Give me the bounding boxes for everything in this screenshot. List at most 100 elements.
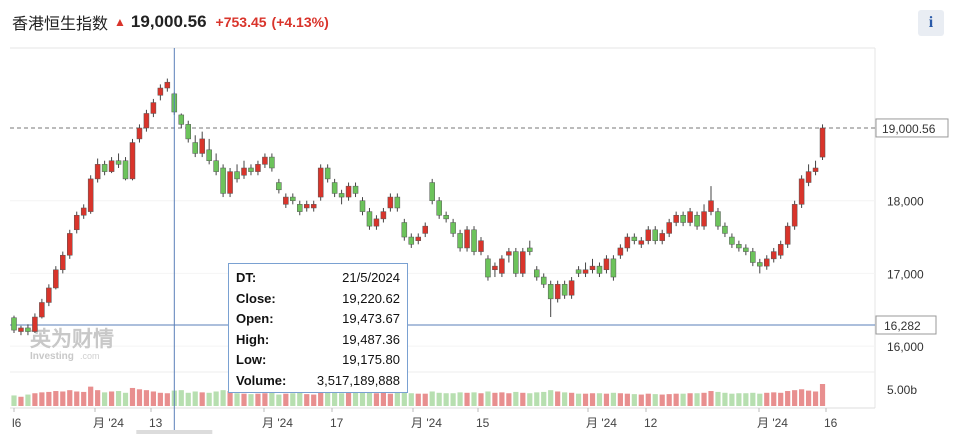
volume-bar — [380, 392, 387, 406]
last-price-label: 19,000.56 — [882, 122, 936, 136]
watermark-en: Investing — [30, 351, 74, 362]
candle-body — [422, 225, 428, 234]
candle-body — [303, 204, 310, 209]
x-tick-label: 月 '24 — [93, 416, 124, 430]
volume-bar — [680, 393, 686, 406]
x-tick-label: 月 '24 — [411, 416, 442, 430]
candle-body — [603, 258, 610, 271]
candle-body — [255, 164, 261, 172]
candle-body — [366, 211, 373, 227]
candle-body — [527, 247, 533, 252]
candle-body — [32, 316, 38, 332]
candle-body — [352, 185, 359, 194]
candle-body — [115, 160, 122, 165]
candle-body — [743, 247, 749, 252]
volume-bar — [290, 393, 296, 406]
volume-bar — [548, 390, 554, 406]
x-tick-label: 月 '24 — [262, 416, 293, 430]
candle-body — [750, 251, 756, 263]
candle-body — [67, 233, 73, 256]
x-tick-label: 12 — [644, 416, 658, 430]
volume-bar — [729, 393, 735, 406]
volume-bar — [227, 391, 233, 406]
volume-bar — [617, 393, 623, 406]
volume-bar — [387, 393, 393, 406]
candle-body — [666, 222, 672, 234]
candle-body — [582, 269, 589, 274]
candle-body — [554, 284, 561, 300]
candle-body — [757, 262, 763, 267]
y-tick-label: 16,000 — [887, 340, 924, 354]
candle-body — [624, 236, 631, 249]
volume-bar — [248, 394, 254, 406]
candle-body — [283, 196, 289, 205]
tooltip-value: 19,175.80 — [342, 352, 400, 367]
crosshair-label: 16,282 — [884, 319, 921, 333]
candle-body — [770, 251, 777, 260]
volume-bar — [157, 392, 163, 406]
volume-bar — [408, 393, 414, 406]
candle-body — [317, 167, 324, 198]
candle-body — [60, 254, 66, 271]
volume-bar — [262, 393, 268, 406]
volume-bar — [743, 393, 749, 406]
price-change: +753.45 — [215, 14, 267, 30]
volume-bar — [311, 394, 317, 406]
candle-body — [819, 127, 826, 158]
volume-bar — [366, 391, 373, 406]
candle-body — [80, 207, 87, 216]
tooltip-value: 21/5/2024 — [342, 270, 400, 285]
candle-body — [499, 258, 505, 274]
candle-body — [297, 204, 303, 212]
volume-bar — [164, 393, 170, 406]
volume-bar — [318, 391, 324, 406]
candle-body — [206, 149, 212, 161]
candle-body — [338, 193, 345, 198]
candle-body — [729, 236, 735, 245]
crosshair-x-tag — [136, 430, 213, 434]
candle-body — [722, 225, 728, 234]
volume-bar — [213, 391, 219, 406]
x-tick-label: 13 — [149, 416, 163, 430]
volume-bar — [74, 391, 80, 406]
volume-bar — [471, 392, 477, 406]
candle-body — [87, 178, 94, 212]
volume-bar — [332, 392, 338, 406]
volume-bar — [241, 393, 247, 406]
candle-body — [269, 156, 275, 169]
volume-bar — [708, 391, 714, 406]
volume-bar — [589, 393, 596, 406]
volume-bar — [373, 393, 380, 406]
tooltip-label: DT: — [236, 270, 257, 285]
candle-body — [18, 327, 24, 332]
candle-body — [227, 171, 233, 194]
candle-body — [276, 182, 282, 191]
candle-body — [94, 164, 101, 180]
y-tick-label: 18,000 — [887, 195, 924, 209]
candle-body — [359, 200, 366, 212]
volume-bar — [67, 390, 73, 406]
candle-body — [234, 171, 240, 180]
candle-body — [568, 280, 575, 296]
volume-bar — [122, 392, 129, 406]
candle-body — [659, 233, 665, 241]
tooltip-label: Volume: — [236, 372, 287, 388]
volume-bar — [443, 393, 449, 406]
candle-body — [394, 196, 401, 209]
volume-bar — [436, 392, 442, 406]
candle-body — [485, 258, 491, 278]
info-icon[interactable]: i — [918, 10, 944, 36]
candle-body — [784, 225, 791, 245]
candle-body — [464, 229, 470, 249]
last-price-tag — [875, 118, 949, 138]
volume-bar — [562, 392, 568, 406]
candle-body — [157, 87, 164, 96]
candle-body — [11, 317, 17, 331]
candle-body — [540, 276, 547, 285]
volume-bar — [785, 391, 791, 406]
volume-bar — [631, 394, 637, 406]
volume-bar — [60, 391, 66, 406]
volume-bar — [53, 391, 59, 406]
volume-bar — [757, 393, 763, 406]
